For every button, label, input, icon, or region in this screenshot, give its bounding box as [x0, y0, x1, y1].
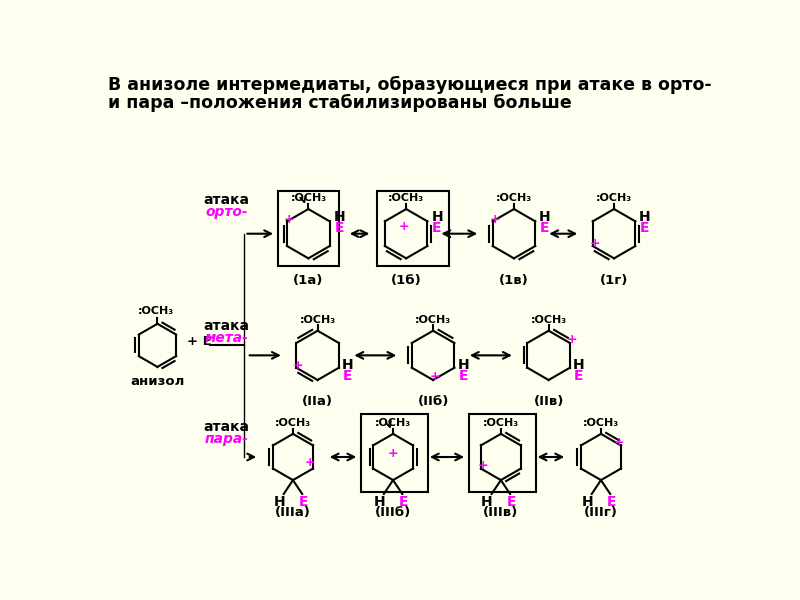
Text: и пара –положения стабилизированы больше: и пара –положения стабилизированы больше — [108, 94, 572, 112]
Text: +: + — [430, 370, 440, 383]
Text: H: H — [639, 210, 651, 224]
Text: (1г): (1г) — [600, 274, 628, 287]
Text: В анизоле интермедиаты, образующиеся при атаке в орто-: В анизоле интермедиаты, образующиеся при… — [108, 76, 712, 94]
Text: E: E — [432, 221, 442, 235]
Text: мета-: мета- — [205, 331, 249, 346]
Bar — [361, 414, 429, 493]
Text: E: E — [342, 369, 352, 383]
Text: H: H — [374, 496, 385, 509]
Text: атака: атака — [204, 193, 250, 207]
Text: :OCH₃: :OCH₃ — [583, 418, 619, 428]
Text: пара-: пара- — [205, 433, 249, 446]
Text: H: H — [458, 358, 469, 371]
Text: + E: + E — [186, 335, 211, 348]
Text: :OCH₃: :OCH₃ — [482, 418, 519, 428]
Text: H: H — [334, 210, 345, 224]
Text: E: E — [399, 496, 409, 509]
Text: (IIIб): (IIIб) — [375, 506, 411, 519]
Text: +: + — [205, 332, 214, 343]
Text: (IIа): (IIа) — [302, 395, 333, 409]
Text: E: E — [540, 221, 550, 235]
Text: :OCH₃: :OCH₃ — [138, 306, 174, 316]
Text: E: E — [299, 496, 309, 509]
Text: +: + — [284, 214, 294, 226]
Text: H: H — [539, 210, 550, 224]
Text: +: + — [478, 459, 489, 472]
Text: +: + — [590, 237, 600, 250]
Text: E: E — [607, 496, 617, 509]
Text: :OCH₃: :OCH₃ — [415, 314, 451, 325]
Text: H: H — [481, 496, 493, 509]
Text: (IIб): (IIб) — [418, 395, 449, 409]
Text: орто-: орто- — [206, 205, 248, 219]
Bar — [469, 414, 536, 493]
Text: :OCH₃: :OCH₃ — [496, 193, 532, 203]
Text: E: E — [640, 221, 650, 235]
Text: атака: атака — [204, 420, 250, 434]
Text: :OCH₃: :OCH₃ — [275, 418, 311, 428]
Text: E: E — [507, 496, 516, 509]
Text: :OCH₃: :OCH₃ — [530, 314, 566, 325]
Text: +: + — [398, 220, 409, 232]
Text: (IIIг): (IIIг) — [584, 506, 618, 519]
Bar — [278, 191, 339, 266]
Text: E: E — [574, 369, 583, 383]
Text: (1б): (1б) — [390, 274, 422, 287]
Text: H: H — [431, 210, 443, 224]
Text: :OCH₃: :OCH₃ — [299, 314, 336, 325]
Text: (1в): (1в) — [499, 274, 529, 287]
Text: E: E — [458, 369, 468, 383]
Text: (IIв): (IIв) — [534, 395, 564, 409]
Text: H: H — [274, 496, 285, 509]
Text: анизол: анизол — [130, 374, 185, 388]
Text: H: H — [582, 496, 593, 509]
Text: атака: атака — [204, 319, 250, 333]
Text: +: + — [614, 436, 624, 449]
Text: H: H — [573, 358, 585, 371]
Text: :OCH₃: :OCH₃ — [375, 418, 411, 428]
Text: +: + — [305, 456, 315, 469]
Text: E: E — [334, 221, 344, 235]
Text: (IIIа): (IIIа) — [275, 506, 311, 519]
Text: :OCH₃: :OCH₃ — [596, 193, 632, 203]
Text: +: + — [293, 359, 303, 372]
Text: :OCH₃: :OCH₃ — [388, 193, 424, 203]
Text: +: + — [388, 446, 398, 460]
Text: H: H — [342, 358, 354, 371]
Text: :OCH₃: :OCH₃ — [290, 193, 326, 203]
Bar — [377, 191, 449, 266]
Text: (1а): (1а) — [293, 274, 323, 287]
Text: +: + — [567, 332, 578, 346]
Text: (IIIв): (IIIв) — [483, 506, 518, 519]
Text: +: + — [490, 214, 500, 226]
